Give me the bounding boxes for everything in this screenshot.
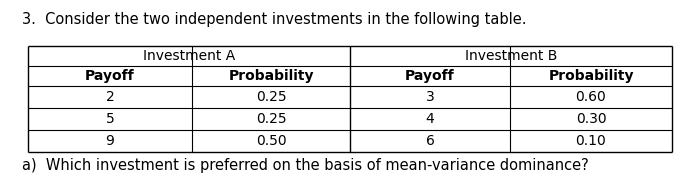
Text: Payoff: Payoff bbox=[405, 69, 455, 83]
Text: 0.25: 0.25 bbox=[256, 112, 286, 126]
Text: 2: 2 bbox=[106, 90, 114, 104]
Text: 3.  Consider the two independent investments in the following table.: 3. Consider the two independent investme… bbox=[22, 12, 526, 27]
Text: 0.60: 0.60 bbox=[575, 90, 606, 104]
Text: Investment B: Investment B bbox=[465, 49, 557, 63]
Text: 0.10: 0.10 bbox=[575, 134, 606, 148]
Text: 4: 4 bbox=[426, 112, 435, 126]
Text: 5: 5 bbox=[106, 112, 114, 126]
Text: 0.30: 0.30 bbox=[575, 112, 606, 126]
Text: Probability: Probability bbox=[228, 69, 314, 83]
Text: Payoff: Payoff bbox=[85, 69, 135, 83]
Text: Investment A: Investment A bbox=[143, 49, 235, 63]
Text: a)  Which investment is preferred on the basis of mean-variance dominance?: a) Which investment is preferred on the … bbox=[22, 158, 589, 173]
Text: 9: 9 bbox=[106, 134, 114, 148]
Text: Probability: Probability bbox=[548, 69, 634, 83]
Text: 6: 6 bbox=[426, 134, 435, 148]
Text: 0.25: 0.25 bbox=[256, 90, 286, 104]
Text: 0.50: 0.50 bbox=[256, 134, 286, 148]
Text: 3: 3 bbox=[426, 90, 435, 104]
